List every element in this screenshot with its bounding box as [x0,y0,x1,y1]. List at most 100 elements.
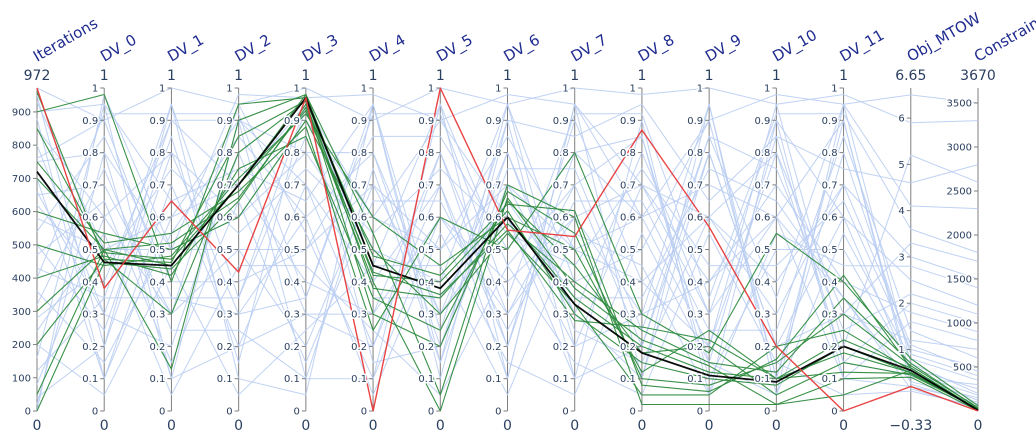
axis-title-dv_6[interactable]: DV_6 [501,31,544,67]
tick-label: 0.5 [822,245,838,256]
tick-label: 1 [428,84,434,95]
tick-label: 0.4 [150,277,166,288]
axis-title-dv_7[interactable]: DV_7 [568,31,611,67]
tick-label: 0.2 [82,342,98,353]
tick-label: 0.7 [620,180,636,191]
tick-label: 0.5 [754,245,770,256]
tick-label: 0.9 [687,116,703,127]
tick-label: 0.6 [217,213,233,224]
tick-label: 0.3 [82,310,98,321]
tick-label: 100 [12,373,31,384]
tick-label: 0 [428,407,434,418]
tick-label: 0.8 [284,148,300,159]
tick-label: 0.3 [351,310,367,321]
axis-min-label: 0 [772,418,781,434]
axis-title-iterations[interactable]: Iterations [30,14,101,65]
tick-label: 0.7 [418,180,434,191]
axis-title-dv_4[interactable]: DV_4 [366,31,409,67]
axis-max-label: 1 [705,68,714,84]
tick-label: 0 [361,407,367,418]
tick-label: 3500 [947,98,972,109]
tick-label: 0.2 [754,342,770,353]
tick-label: 0.4 [486,277,502,288]
series-line-all-iterations-28 [36,103,979,405]
tick-label: 0.3 [754,310,770,321]
tick-label: 0.6 [418,213,434,224]
tick-label: 0.4 [418,277,434,288]
tick-label: 0.9 [822,116,838,127]
axis-title-dv_10[interactable]: DV_10 [769,26,820,67]
series-line-worst-0 [36,87,979,412]
axis-max-label: 1 [570,68,579,84]
tick-label: 0.3 [822,310,838,321]
axis-title-dv_11[interactable]: DV_11 [837,26,888,67]
tick-label: 0 [697,407,703,418]
tick-label: 0.4 [553,277,569,288]
tick-label: 4 [898,206,904,217]
axis-title-obj_mtow[interactable]: Obj_MTOW [904,9,984,66]
tick-label: 0 [25,407,31,418]
tick-label: 0.1 [217,374,233,385]
tick-label: 0.5 [486,245,502,256]
axis-min-label: 0 [234,418,243,434]
tick-label: 0.6 [754,213,770,224]
tick-label: 0.9 [418,116,434,127]
tick-label: 0.1 [351,374,367,385]
axis-min-label: 0 [33,418,42,434]
axis-title-dv_5[interactable]: DV_5 [433,31,476,67]
axis-max-label: 1 [772,68,781,84]
axis-min-label: 0 [503,418,512,434]
axis-title-dv_0[interactable]: DV_0 [97,31,140,67]
tick-label: 0.4 [754,277,770,288]
tick-label: 0.9 [284,116,300,127]
tick-label: 0.1 [822,374,838,385]
tick-label: 0.1 [620,374,636,385]
tick-label: 0.9 [217,116,233,127]
axis-title-dv_9[interactable]: DV_9 [702,31,745,67]
series-line-feasible-best-9 [36,106,979,412]
series-line-feasible-best-5 [36,100,979,408]
tick-label: 0.5 [418,245,434,256]
tick-label: 1000 [947,318,972,329]
axis-title-dv_3[interactable]: DV_3 [299,31,342,67]
axis-max-label: 1 [167,68,176,84]
tick-label: 0 [92,407,98,418]
tick-label: 400 [12,274,31,285]
series-line-feasible-best-1 [36,103,979,412]
series-line-all-iterations-15 [36,113,979,299]
tick-label: 0.7 [486,180,502,191]
tick-label: 0.8 [418,148,434,159]
tick-label: 0.8 [82,148,98,159]
tick-label: 0.6 [687,213,703,224]
axis-min-label: 0 [369,418,378,434]
tick-label: 0.5 [82,245,98,256]
tick-label: 0.8 [486,148,502,159]
tick-label: 0.3 [418,310,434,321]
tick-label: 0.7 [284,180,300,191]
tick-label: 0.7 [822,180,838,191]
tick-label: 0.8 [553,148,569,159]
tick-label: 0.9 [82,116,98,127]
axis-ticks: 010020030040050060070080090000.10.20.30.… [10,82,978,419]
tick-label: 0.8 [687,148,703,159]
tick-label: 0.1 [82,374,98,385]
axis-title-dv_1[interactable]: DV_1 [164,31,207,67]
tick-label: 0.6 [150,213,166,224]
axis-title-constraints[interactable]: Constraints [971,7,1036,65]
axis-min-label: 0 [100,418,109,434]
tick-label: 0 [495,407,501,418]
tick-label: 700 [12,174,31,185]
tick-label: 0.4 [822,277,838,288]
axis-title-dv_2[interactable]: DV_2 [232,31,275,67]
axis-title-dv_8[interactable]: DV_8 [635,31,678,67]
tick-label: 0.8 [217,148,233,159]
axis-max-label: 1 [436,68,445,84]
series-line-all-iterations-20 [36,232,979,396]
tick-label: 0.2 [284,342,300,353]
tick-label: 1 [293,84,299,95]
tick-label: 1500 [947,274,972,285]
tick-label: 0.5 [553,245,569,256]
tick-label: 0.7 [217,180,233,191]
tick-label: 900 [12,107,31,118]
